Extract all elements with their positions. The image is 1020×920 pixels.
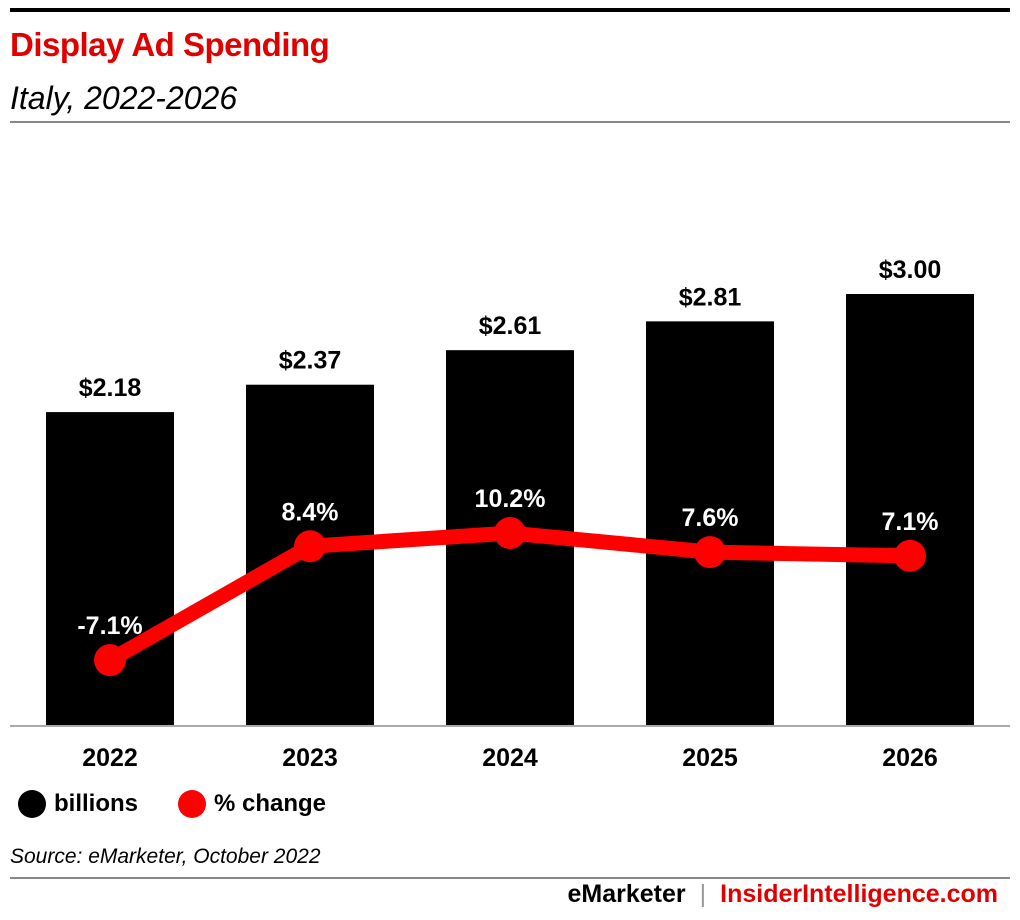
change-point-2025 <box>694 536 726 569</box>
legend-label-billions: billions <box>54 790 138 817</box>
footer-brand-insider: InsiderIntelligence.com <box>720 880 998 908</box>
chart-title: Display Ad Spending <box>10 26 330 63</box>
legend-dot-billions <box>18 790 46 818</box>
footer-separator: | <box>699 880 707 908</box>
legend-label-change: % change <box>214 790 327 817</box>
bar-value-label-2026: $3.00 <box>879 256 942 284</box>
change-label-2025: 7.6% <box>682 504 739 532</box>
x-tick-label-2023: 2023 <box>282 744 338 772</box>
bar-value-label-2025: $2.81 <box>679 283 742 311</box>
source-note: Source: eMarketer, October 2022 <box>10 845 321 868</box>
x-tick-label-2025: 2025 <box>682 744 738 772</box>
change-label-2026: 7.1% <box>882 508 939 536</box>
labels-layer: $2.18 2022 $2.37 2023 $2.61 2024 $2.81 2025 $3.0… <box>77 256 941 772</box>
legend-dot-change <box>178 790 206 818</box>
legend-change: % change <box>178 790 326 818</box>
bar-value-label-2022: $2.18 <box>79 374 142 402</box>
bar-2026 <box>846 294 974 726</box>
change-point-2024 <box>494 517 526 550</box>
chart-area: $2.18 2022 $2.37 2023 $2.61 2024 $2.81 2025 $3.0… <box>10 256 1010 772</box>
x-tick-label-2024: 2024 <box>482 744 538 772</box>
top-rule <box>10 8 1010 12</box>
bar-2022 <box>46 412 174 726</box>
bottom-rule <box>10 877 1010 879</box>
change-point-2026 <box>894 539 926 572</box>
x-tick-label-2022: 2022 <box>82 744 138 772</box>
legend-billions: billions <box>18 790 138 818</box>
chart-subtitle: Italy, 2022-2026 <box>10 80 238 116</box>
change-label-2023: 8.4% <box>282 498 339 526</box>
bar-2025 <box>646 321 774 726</box>
change-point-2023 <box>294 530 326 563</box>
bar-value-label-2024: $2.61 <box>479 312 542 340</box>
footer: eMarketer | InsiderIntelligence.com <box>568 880 999 909</box>
x-tick-label-2026: 2026 <box>882 744 938 772</box>
line-layer <box>94 517 926 677</box>
change-label-2022: -7.1% <box>77 612 142 640</box>
change-label-2024: 10.2% <box>475 485 546 513</box>
bar-value-label-2023: $2.37 <box>279 347 342 375</box>
change-point-2022 <box>94 644 126 677</box>
subtitle-rule <box>10 121 1010 123</box>
footer-brand-emarketer: eMarketer <box>567 880 686 908</box>
